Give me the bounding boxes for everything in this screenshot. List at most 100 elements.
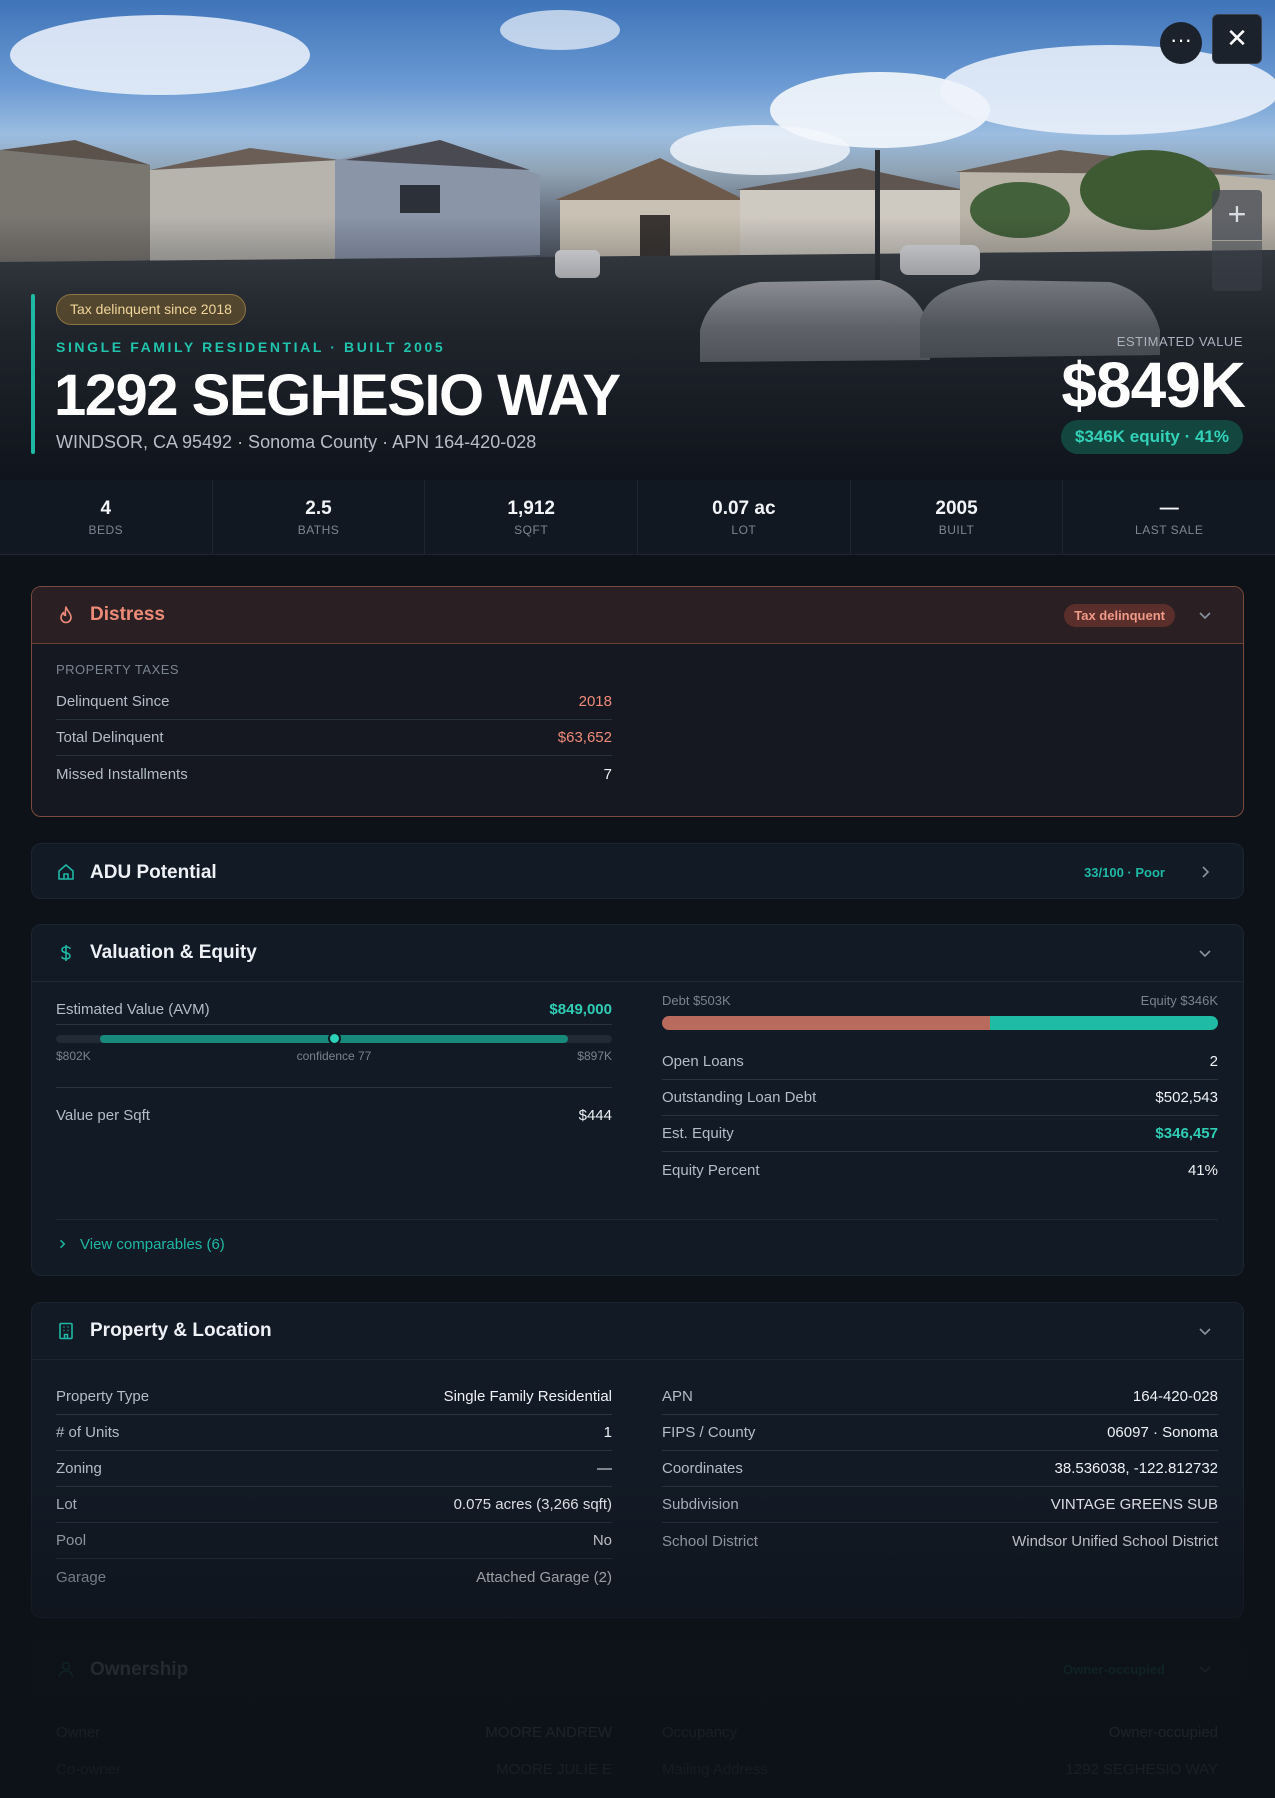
table-row: Mailing Address 1292 SEGHESIO WAY: [662, 1751, 1218, 1787]
table-row: Pool No: [56, 1523, 612, 1559]
stat-label: BUILT: [938, 523, 975, 537]
debt-equity-bar: [662, 1016, 1218, 1030]
row-value: 1292 SEGHESIO WAY: [1065, 1760, 1218, 1778]
row-value: 164-420-028: [1132, 1388, 1218, 1405]
table-row: Total Delinquent $63,652: [56, 720, 612, 756]
home-icon: [58, 864, 74, 880]
confidence-label: confidence 77: [296, 1049, 372, 1063]
avm-range-track: [56, 1032, 612, 1045]
stat-label: BATHS: [297, 523, 340, 537]
property-address: 1292 SEGHESIO WAY: [54, 363, 621, 428]
property-header[interactable]: Property & Location: [32, 1303, 1243, 1360]
zoom-out-button[interactable]: [1212, 241, 1262, 291]
row-value: 0.075 acres (3,266 sqft): [453, 1496, 612, 1513]
row-value: 1: [603, 1424, 612, 1441]
table-row: APN 164-420-028: [662, 1379, 1218, 1415]
stat-value: 0.07 ac: [712, 498, 776, 519]
chevron-down-icon[interactable]: [1197, 607, 1213, 623]
table-row: Equity Percent 41%: [662, 1152, 1218, 1188]
adu-header[interactable]: ADU Potential 33/100 · Poor: [32, 844, 1243, 898]
row-label: Owner: [56, 1724, 101, 1741]
tax-delinquent-pill: Tax delinquent since 2018: [56, 294, 246, 325]
distress-header[interactable]: Distress Tax delinquent: [32, 587, 1243, 644]
equity-segment: [990, 1016, 1218, 1030]
hero-street-view[interactable]: ··· ✕ + Tax delinquent since 2018 SINGLE…: [0, 0, 1275, 480]
stat-value: 1,912: [507, 498, 555, 519]
chevron-right-icon[interactable]: [1197, 864, 1213, 880]
more-icon: ···: [1170, 27, 1192, 52]
table-row: Coordinates 38.536038, -122.812732: [662, 1451, 1218, 1487]
row-value: $63,652: [557, 729, 612, 746]
distress-card: Distress Tax delinquent PROPERTY TAXES D…: [31, 586, 1244, 817]
table-row: Property Type Single Family Residential: [56, 1379, 612, 1415]
more-options-button[interactable]: ···: [1160, 22, 1202, 64]
dollar-icon: [61, 945, 71, 961]
property-location-card: Property & Location Property Type Single …: [31, 1302, 1244, 1618]
row-value: 41%: [1187, 1161, 1218, 1179]
chevron-down-icon[interactable]: [1197, 1323, 1213, 1339]
stat-value: —: [1159, 498, 1179, 519]
equity-label: Equity $346K: [1140, 993, 1218, 1008]
hero-gradient-overlay: [0, 0, 1275, 480]
row-label: Value per Sqft: [56, 1107, 150, 1124]
row-label: Co-owner: [56, 1760, 122, 1778]
row-value: $502,543: [1155, 1089, 1218, 1106]
ownership-header[interactable]: Ownership Owner-occupied: [32, 1641, 1243, 1698]
avm-range-labels: $802K confidence 77 $897K: [56, 1049, 612, 1067]
zoom-in-button[interactable]: +: [1212, 190, 1262, 240]
table-row: Owner MOORE ANDREW: [56, 1715, 612, 1751]
row-label: Equity Percent: [662, 1161, 760, 1179]
row-value: MOORE JULIE E: [496, 1760, 612, 1778]
row-value: Windsor Unified School District: [1012, 1532, 1218, 1550]
stat-value: 2.5: [305, 498, 332, 519]
property-title: Property & Location: [90, 1320, 272, 1341]
row-value: —: [597, 1460, 612, 1477]
valuation-header[interactable]: Valuation & Equity: [32, 925, 1243, 982]
table-row: Open Loans 2: [662, 1044, 1218, 1080]
chevron-down-icon[interactable]: [1197, 1661, 1213, 1677]
stat-sqft: 1,912 SQFT: [425, 480, 639, 554]
row-value: Single Family Residential: [443, 1388, 612, 1405]
range-high: $897K: [577, 1049, 612, 1063]
estimated-value-label: ESTIMATED VALUE: [1116, 334, 1243, 349]
row-value: Attached Garage (2): [476, 1568, 612, 1586]
stat-label: LAST SALE: [1135, 523, 1204, 537]
chevron-down-icon[interactable]: [1197, 945, 1213, 961]
row-label: APN: [662, 1388, 693, 1405]
stat-baths: 2.5 BATHS: [213, 480, 426, 554]
property-location: WINDSOR, CA 95492 · Sonoma County · APN …: [56, 432, 537, 452]
ownership-card: Ownership Owner-occupied Owner MOORE ANDR…: [31, 1640, 1244, 1798]
valuation-title: Valuation & Equity: [90, 942, 257, 963]
table-row: Co-owner MOORE JULIE E: [56, 1751, 612, 1787]
stats-bar: 4 BEDS 2.5 BATHS 1,912 SQFT 0.07 ac LOT 2005…: [0, 480, 1275, 555]
row-value: $444: [578, 1107, 612, 1124]
estimated-value: $849K: [1061, 349, 1246, 421]
close-button[interactable]: ✕: [1212, 14, 1262, 64]
table-row: FIPS / County 06097 · Sonoma: [662, 1415, 1218, 1451]
debt-label: Debt $503K: [662, 993, 731, 1008]
property-details-right: APN 164-420-028 FIPS / County 06097 · Sono…: [662, 1379, 1218, 1559]
row-label: Delinquent Since: [56, 693, 170, 710]
row-label: Mailing Address: [662, 1760, 768, 1778]
stat-label: LOT: [731, 523, 757, 537]
avm-row: Estimated Value (AVM) $849,000: [56, 1001, 612, 1025]
row-value: VINTAGE GREENS SUB: [1050, 1496, 1218, 1513]
row-label: Garage: [56, 1568, 107, 1586]
ownership-details-left: Owner MOORE ANDREW Co-owner MOORE JULIE E: [56, 1715, 612, 1787]
flame-icon: [60, 606, 72, 624]
avm-value-marker: [328, 1032, 341, 1045]
table-row: Est. Equity $346,457: [662, 1116, 1218, 1152]
row-label: Lot: [56, 1496, 77, 1513]
row-label: # of Units: [56, 1424, 120, 1441]
section-label: PROPERTY TAXES: [56, 662, 180, 677]
table-row: # of Units 1: [56, 1415, 612, 1451]
adu-potential-card[interactable]: ADU Potential 33/100 · Poor: [31, 843, 1244, 899]
avm-label: Estimated Value (AVM): [56, 1001, 210, 1018]
row-label: Pool: [56, 1532, 87, 1549]
row-value: MOORE ANDREW: [485, 1724, 612, 1741]
row-value: $346,457: [1155, 1125, 1218, 1142]
equity-pill: $346K equity · 41%: [1060, 420, 1243, 454]
view-comparables-link[interactable]: View comparables (6): [56, 1219, 1218, 1253]
row-value: No: [592, 1532, 612, 1549]
avm-panel: Estimated Value (AVM) $849,000 $802K con…: [56, 1001, 612, 1143]
